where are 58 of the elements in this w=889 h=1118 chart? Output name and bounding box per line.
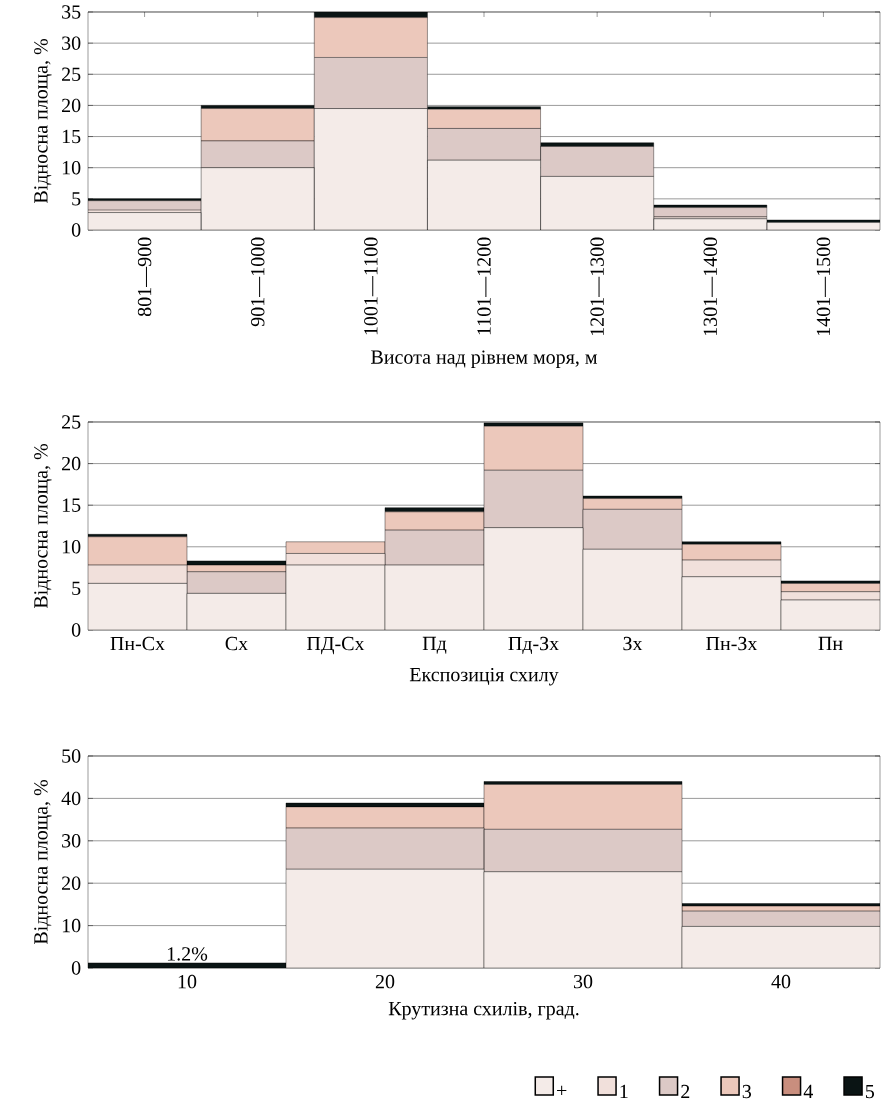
x-tick-label: Пд-Зх bbox=[508, 636, 559, 654]
x-tick-label: 10 bbox=[178, 974, 197, 989]
legend-label: 4 bbox=[803, 1084, 813, 1099]
legend-label: 5 bbox=[865, 1084, 875, 1099]
y-tick-label: 0 bbox=[71, 223, 81, 237]
y-tick-label: 0 bbox=[71, 623, 81, 637]
y-tick-label: 0 bbox=[71, 961, 81, 975]
x-tick-label: Пн-Зх bbox=[706, 636, 758, 651]
annotation: 1.2% bbox=[167, 947, 208, 961]
x-tick-label: 1401—1500 bbox=[816, 237, 831, 336]
x-tick-label: 1301—1400 bbox=[703, 237, 718, 336]
y-tick-label: 50 bbox=[62, 749, 81, 763]
y-tick-label: 25 bbox=[62, 415, 81, 429]
legend-label: 1 bbox=[620, 1084, 628, 1099]
x-tick-label: 20 bbox=[375, 974, 395, 989]
legend-label: 3 bbox=[742, 1084, 752, 1099]
x-tick-label: 1201—1300 bbox=[590, 237, 604, 336]
x-tick-label: Зх bbox=[623, 636, 643, 651]
x-tick-label: 1101—1200 bbox=[477, 237, 491, 335]
y-axis-title: Відносна площа, % bbox=[34, 39, 52, 204]
legend-label: + bbox=[557, 1085, 567, 1096]
legend-label: 2 bbox=[681, 1084, 690, 1099]
x-tick-label: ПД-Сх bbox=[307, 636, 365, 655]
x-tick-label: Пн bbox=[818, 636, 843, 650]
y-tick-label: 25 bbox=[62, 67, 81, 81]
x-tick-label: 1001—1100 bbox=[364, 237, 378, 335]
y-tick-label: 30 bbox=[62, 834, 81, 848]
y-tick-label: 15 bbox=[62, 498, 81, 512]
y-axis-title: Відносна площа, % bbox=[34, 444, 52, 609]
y-axis-title: Відносна площа, % bbox=[34, 780, 52, 945]
y-tick-label: 5 bbox=[72, 581, 81, 596]
x-tick-label: 30 bbox=[573, 974, 593, 989]
y-tick-label: 30 bbox=[62, 36, 81, 50]
y-tick-label: 15 bbox=[62, 129, 81, 144]
x-tick-label: Пд bbox=[422, 636, 447, 654]
y-tick-label: 5 bbox=[72, 192, 81, 206]
x-axis-title: Висота над рівнем моря, м bbox=[371, 350, 598, 368]
bar bbox=[314, 57, 428, 109]
x-tick-label: 901—1000 bbox=[250, 237, 265, 327]
y-tick-label: 10 bbox=[62, 540, 81, 554]
x-tick-label: Пн-Сх bbox=[110, 636, 165, 651]
bar bbox=[285, 827, 485, 870]
y-tick-label: 35 bbox=[62, 5, 81, 19]
bar bbox=[681, 910, 881, 927]
bar bbox=[88, 212, 202, 230]
bar bbox=[200, 140, 315, 168]
y-tick-label: 10 bbox=[62, 160, 81, 175]
y-tick-label: 20 bbox=[62, 98, 81, 113]
x-tick-label: 40 bbox=[771, 974, 791, 989]
x-axis-title: Експозиція схилу bbox=[409, 667, 559, 686]
bar bbox=[483, 829, 683, 872]
y-tick-label: 20 bbox=[62, 456, 81, 471]
x-tick-label: Сх bbox=[225, 636, 248, 651]
y-tick-label: 40 bbox=[61, 791, 81, 806]
x-tick-label: 801—900 bbox=[137, 237, 152, 317]
x-axis-title: Крутизна схилів, град. bbox=[388, 1001, 579, 1020]
y-tick-label: 10 bbox=[62, 918, 81, 933]
y-tick-label: 20 bbox=[62, 876, 81, 890]
